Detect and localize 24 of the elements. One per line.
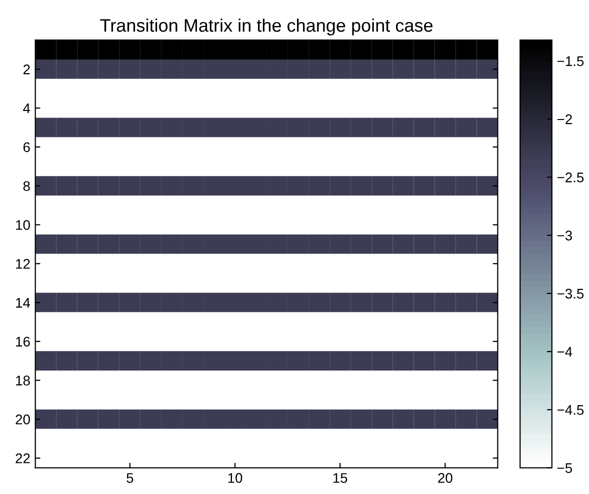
color-bar-label: −2 xyxy=(557,114,572,124)
y-tick-label: 10 xyxy=(16,220,30,230)
x-tick-label: 5 xyxy=(126,473,134,483)
color-bar-label: −5 xyxy=(557,463,572,473)
chart-title: Transition Matrix in the change point case xyxy=(100,18,432,36)
color-bar-label: −4 xyxy=(557,347,572,357)
x-tick-label: 20 xyxy=(438,473,452,483)
color-bar-label: −2.5 xyxy=(557,172,584,182)
y-tick-label: 16 xyxy=(16,336,30,347)
y-tick-label: 14 xyxy=(16,298,30,308)
y-tick-label: 18 xyxy=(16,376,30,386)
color-bar-label: −3 xyxy=(557,230,572,240)
x-tick-label: 15 xyxy=(333,473,348,483)
y-tick-label: 8 xyxy=(23,181,30,192)
y-tick-label: 22 xyxy=(16,453,30,464)
y-tick-label: 2 xyxy=(23,64,30,74)
y-tick-label: 12 xyxy=(16,258,30,269)
x-tick-label: 10 xyxy=(228,473,242,483)
color-bar-label: −3.5 xyxy=(557,288,584,299)
y-tick-label: 20 xyxy=(16,414,30,424)
color-bar-label: −4.5 xyxy=(557,405,584,415)
y-tick-label: 4 xyxy=(23,104,30,114)
y-tick-label: 6 xyxy=(23,142,30,152)
color-bar-label: −1.5 xyxy=(557,56,584,66)
